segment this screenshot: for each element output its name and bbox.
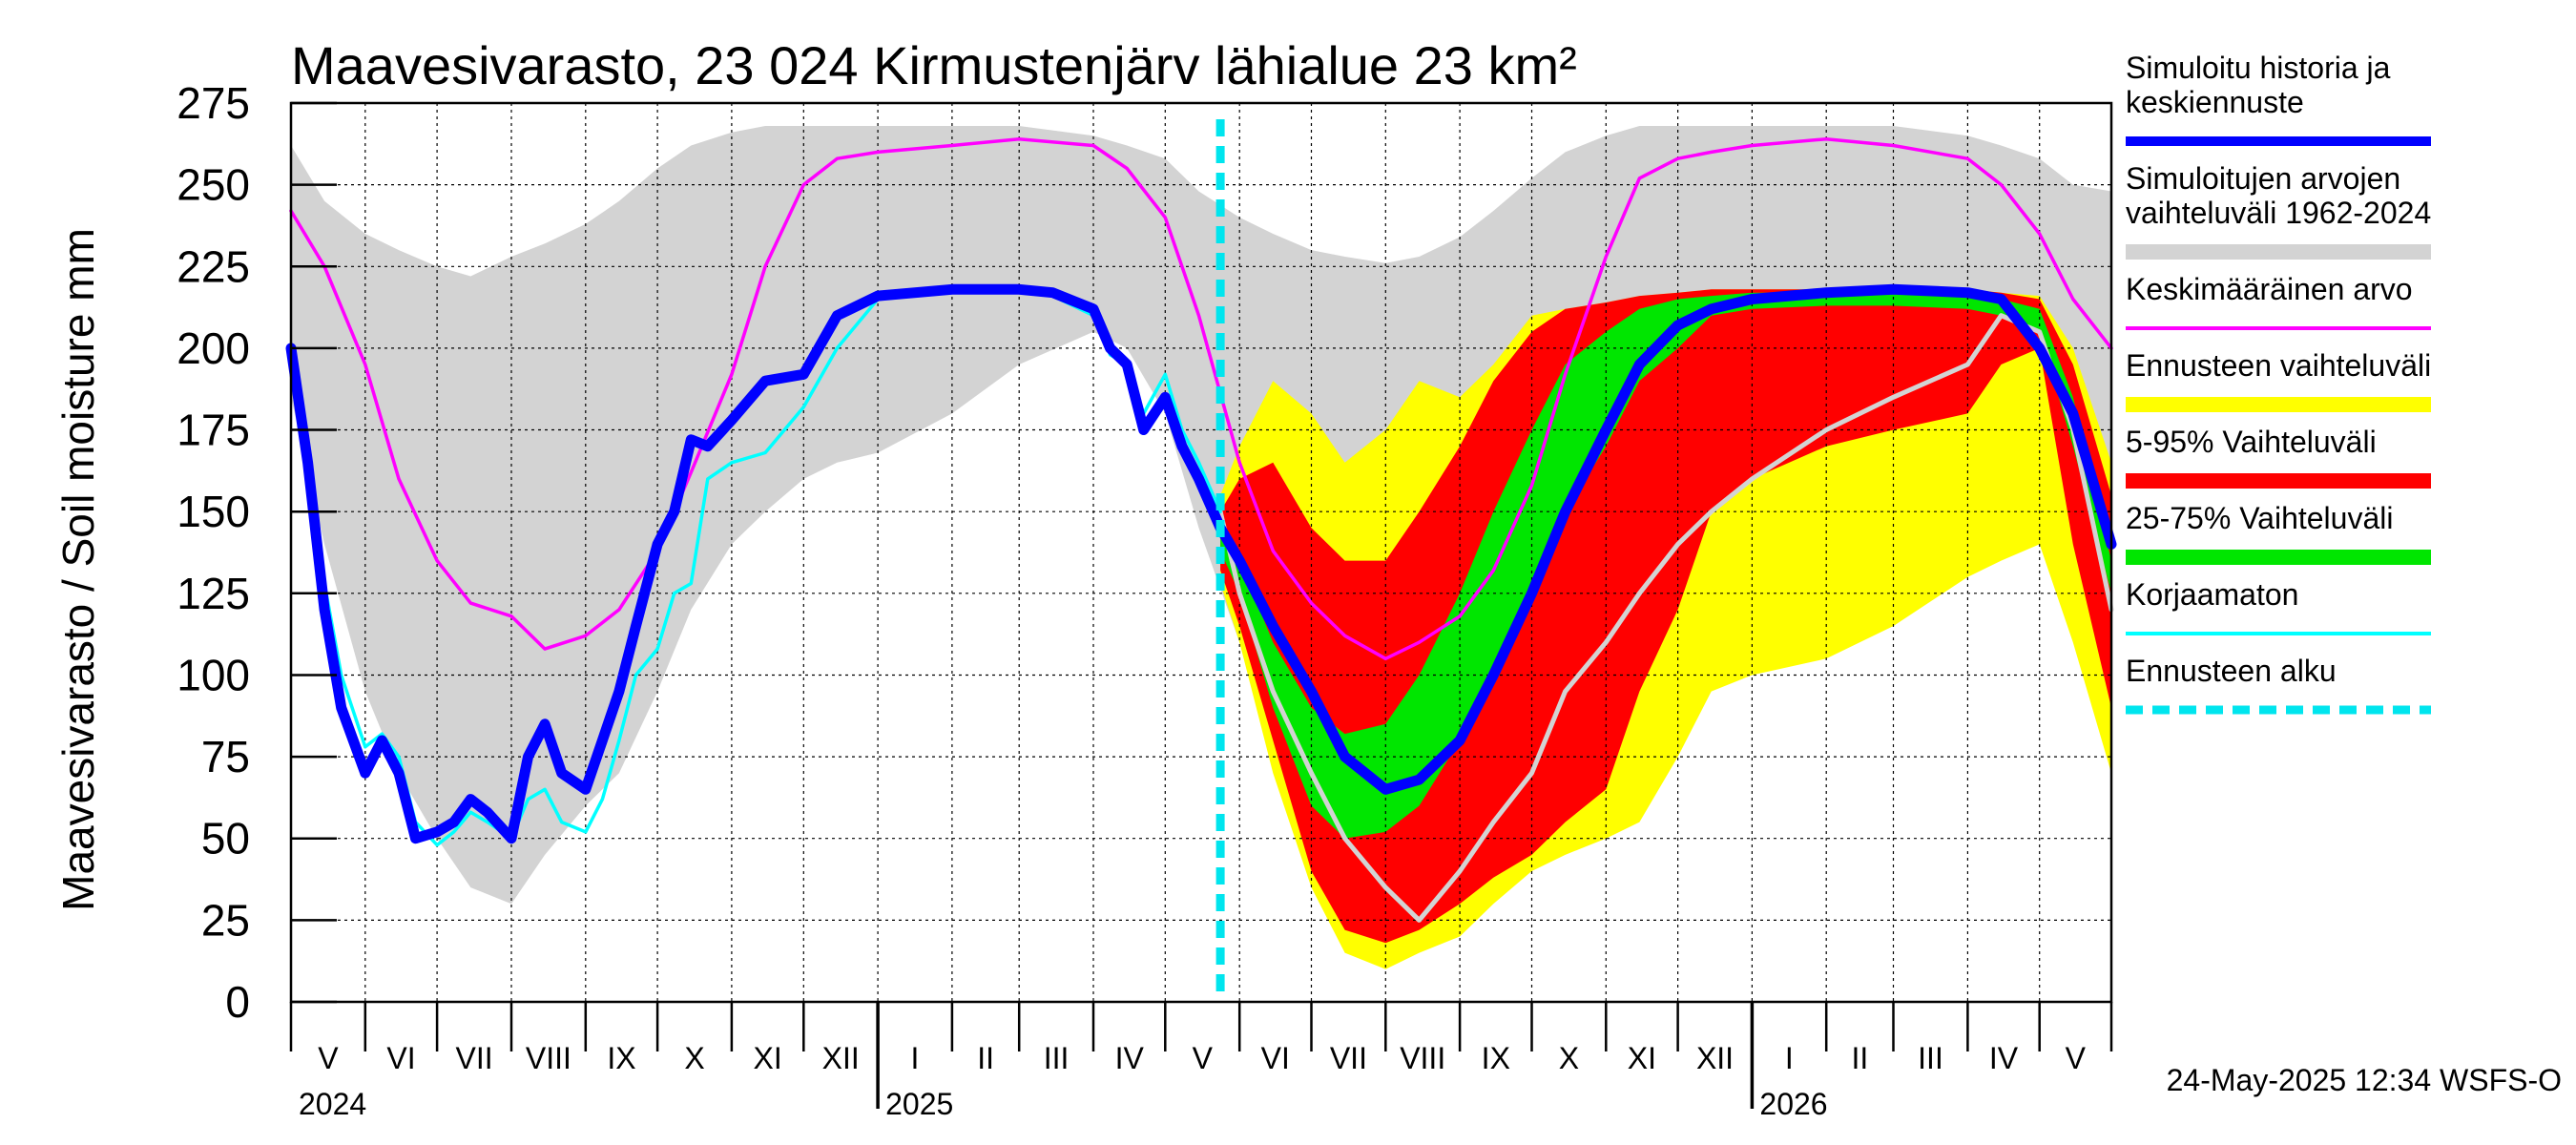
legend-label: 25-75% Vaihteluväli xyxy=(2126,501,2393,535)
legend-label: Simuloitu historia ja xyxy=(2126,51,2391,85)
x-month-label: III xyxy=(1044,1041,1070,1075)
x-month-label: VI xyxy=(1261,1041,1290,1075)
x-month-label: II xyxy=(977,1041,994,1075)
legend-label: Keskimääräinen arvo xyxy=(2126,272,2413,306)
x-year-label: 2025 xyxy=(885,1087,953,1121)
x-month-label: VII xyxy=(1330,1041,1367,1075)
x-month-label: IX xyxy=(607,1041,635,1075)
x-month-label: V xyxy=(1193,1041,1214,1075)
legend-label: Ennusteen alku xyxy=(2126,654,2337,688)
y-tick-label: 200 xyxy=(177,323,250,373)
legend-label: Simuloitujen arvojen xyxy=(2126,161,2400,196)
y-tick-label: 0 xyxy=(225,977,250,1027)
history-forecast-line xyxy=(285,283,2117,844)
p25-75-band xyxy=(1220,292,2111,839)
chart-title: Maavesivarasto, 23 024 Kirmustenjärv läh… xyxy=(291,35,1577,95)
legend-label: keskiennuste xyxy=(2126,85,2304,119)
x-month-label: XI xyxy=(753,1041,781,1075)
y-tick-label: 50 xyxy=(201,814,250,864)
x-month-label: XI xyxy=(1628,1041,1656,1075)
legend-label: Ennusteen vaihteluväli xyxy=(2126,348,2431,383)
x-year-label: 2026 xyxy=(1759,1087,1827,1121)
x-month-label: VIII xyxy=(1400,1041,1445,1075)
y-tick-label: 275 xyxy=(177,78,250,128)
bands-layer xyxy=(291,126,2111,969)
x-month-label: V xyxy=(2066,1041,2087,1075)
x-month-label: III xyxy=(1918,1041,1943,1075)
y-tick-label: 100 xyxy=(177,651,250,700)
y-tick-label: 250 xyxy=(177,160,250,210)
y-tick-label: 175 xyxy=(177,406,250,455)
x-month-label: X xyxy=(1559,1041,1579,1075)
x-month-label: II xyxy=(1852,1041,1869,1075)
x-month-label: VII xyxy=(456,1041,493,1075)
y-tick-label: 125 xyxy=(177,569,250,618)
x-month-label: IV xyxy=(1115,1041,1145,1075)
x-month-label: VIII xyxy=(526,1041,571,1075)
x-month-label: XII xyxy=(1696,1041,1734,1075)
y-tick-label: 25 xyxy=(201,895,250,945)
y-tick-label: 225 xyxy=(177,241,250,291)
x-month-label: XII xyxy=(822,1041,860,1075)
mean-line xyxy=(289,136,2113,661)
x-month-label: IV xyxy=(1989,1041,2019,1075)
x-month-label: IX xyxy=(1482,1041,1510,1075)
y-tick-label: 150 xyxy=(177,487,250,536)
ensemble-member-line xyxy=(1217,313,2114,923)
x-month-label: V xyxy=(318,1041,339,1075)
x-month-label: I xyxy=(1785,1041,1794,1075)
legend-label: vaihteluväli 1962-2024 xyxy=(2126,196,2431,230)
x-month-label: X xyxy=(684,1041,704,1075)
x-year-label: 2024 xyxy=(299,1087,366,1121)
plot-frame xyxy=(289,101,2113,1004)
grid-layer xyxy=(291,103,2111,1002)
footer-timestamp: 24-May-2025 12:34 WSFS-O xyxy=(2167,1063,2562,1097)
y-axis-label: Maavesivarasto / Soil moisture mm xyxy=(53,228,103,911)
x-month-label: I xyxy=(911,1041,920,1075)
legend-label: Korjaamaton xyxy=(2126,577,2298,612)
legend-label: 5-95% Vaihteluväli xyxy=(2126,425,2377,459)
x-month-label: VI xyxy=(386,1041,415,1075)
y-tick-label: 75 xyxy=(201,732,250,781)
p5-95-band xyxy=(1220,289,2111,944)
lines-layer xyxy=(285,119,2117,1002)
